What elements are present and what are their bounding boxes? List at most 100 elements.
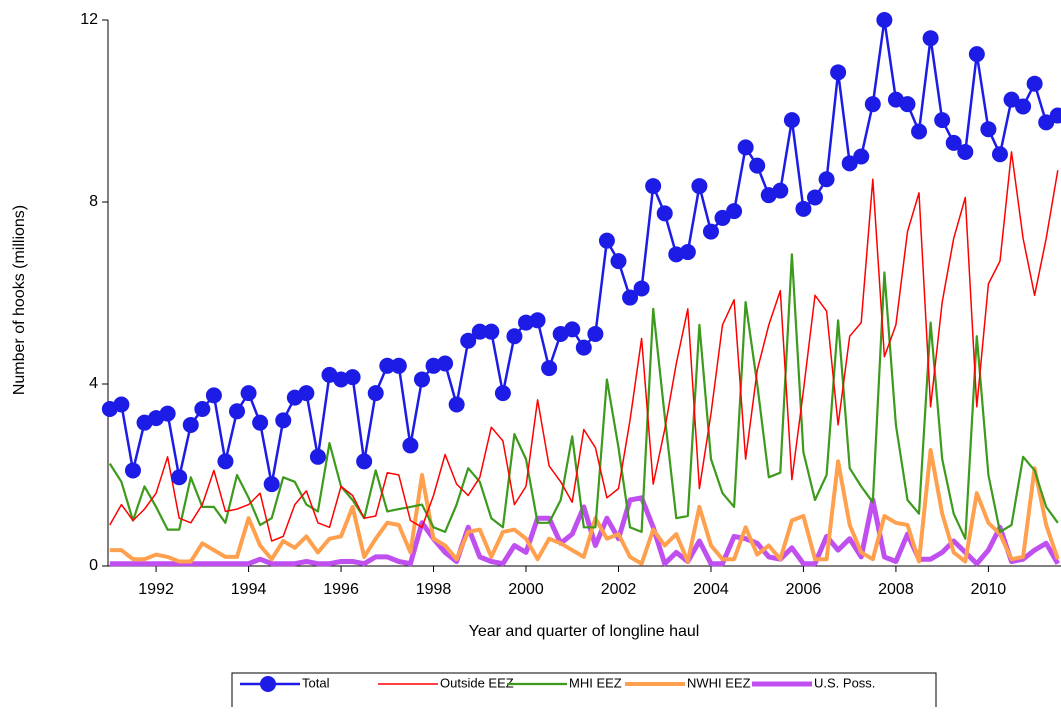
x-tick-label: 2000: [508, 581, 544, 598]
data-point: [124, 462, 141, 479]
data-point: [229, 403, 246, 420]
data-point: [772, 182, 789, 199]
data-point: [448, 396, 465, 413]
data-point: [564, 321, 581, 338]
x-axis-label: Year and quarter of longline haul: [469, 623, 700, 640]
data-point: [460, 332, 477, 349]
x-tick-label: 1996: [323, 581, 359, 598]
data-point: [494, 385, 511, 402]
data-point: [263, 476, 280, 493]
data-point: [1038, 114, 1055, 131]
data-point: [830, 64, 847, 81]
data-point: [506, 328, 523, 345]
data-point: [934, 112, 951, 129]
data-point: [783, 112, 800, 129]
data-point: [980, 121, 997, 138]
data-point: [864, 96, 881, 113]
data-point: [217, 453, 234, 470]
data-point: [818, 171, 835, 188]
legend-label: Outside EEZ: [440, 675, 514, 690]
series-line: [109, 495, 1060, 567]
data-point: [194, 401, 211, 418]
data-point: [309, 448, 326, 465]
data-point: [691, 178, 708, 195]
x-tick-label: 2002: [601, 581, 637, 598]
data-point: [795, 200, 812, 217]
data-point: [945, 134, 962, 151]
data-point: [113, 396, 130, 413]
data-point: [610, 253, 627, 270]
data-point: [298, 385, 315, 402]
data-point: [205, 387, 222, 404]
x-tick-label: 1994: [231, 581, 267, 598]
data-point: [1015, 98, 1032, 115]
data-point: [275, 412, 292, 429]
data-point: [402, 437, 419, 454]
y-tick-label: 0: [89, 557, 98, 574]
data-point: [714, 209, 731, 226]
data-point: [737, 139, 754, 156]
data-point: [1003, 91, 1020, 108]
series-line: [109, 18, 1059, 486]
data-point: [1049, 107, 1061, 124]
data-point: [1026, 75, 1043, 92]
series-line: [108, 253, 1059, 540]
data-point: [171, 469, 188, 486]
data-point: [726, 203, 743, 220]
data-point: [529, 312, 546, 329]
data-point: [957, 143, 974, 160]
data-point: [841, 155, 858, 172]
series-line: [109, 151, 1059, 542]
data-point: [622, 289, 639, 306]
data-point: [749, 157, 766, 174]
data-point: [991, 146, 1008, 163]
legend-label: U.S. Poss.: [814, 675, 875, 690]
data-point: [367, 385, 384, 402]
data-point: [390, 357, 407, 374]
series-line: [109, 448, 1060, 566]
data-point: [656, 205, 673, 222]
data-point: [598, 232, 615, 249]
data-point: [633, 280, 650, 297]
data-point: [356, 453, 373, 470]
data-point: [575, 339, 592, 356]
data-point: [159, 405, 176, 422]
data-point: [379, 357, 396, 374]
data-point: [252, 414, 269, 431]
x-tick-label: 2008: [878, 581, 914, 598]
x-tick-label: 2004: [693, 581, 729, 598]
data-point: [344, 369, 361, 386]
x-tick-label: 1998: [416, 581, 452, 598]
data-point: [483, 323, 500, 340]
legend-label: Total: [302, 675, 330, 690]
data-point: [182, 416, 199, 433]
data-point: [968, 46, 985, 63]
y-tick-label: 12: [80, 11, 98, 28]
data-point: [645, 178, 662, 195]
data-point: [922, 30, 939, 47]
data-point: [471, 323, 488, 340]
data-point: [587, 325, 604, 342]
legend-marker: [260, 676, 276, 692]
y-tick-label: 4: [89, 375, 98, 392]
data-point: [899, 96, 916, 113]
data-point: [541, 360, 558, 377]
legend-label: NWHI EEZ: [687, 675, 751, 690]
data-point: [853, 148, 870, 165]
data-point: [911, 123, 928, 140]
data-point: [807, 189, 824, 206]
y-tick-label: 8: [89, 193, 98, 210]
data-point: [240, 385, 257, 402]
legend-label: MHI EEZ: [569, 675, 622, 690]
y-axis-label: Number of hooks (millions): [11, 205, 28, 395]
x-tick-label: 2006: [786, 581, 822, 598]
x-tick-label: 1992: [138, 581, 174, 598]
data-point: [876, 12, 893, 28]
data-point: [413, 371, 430, 388]
data-point: [437, 355, 454, 372]
x-tick-label: 2010: [971, 581, 1007, 598]
data-point: [702, 223, 719, 240]
legend-box: [231, 672, 937, 712]
data-point: [679, 244, 696, 261]
